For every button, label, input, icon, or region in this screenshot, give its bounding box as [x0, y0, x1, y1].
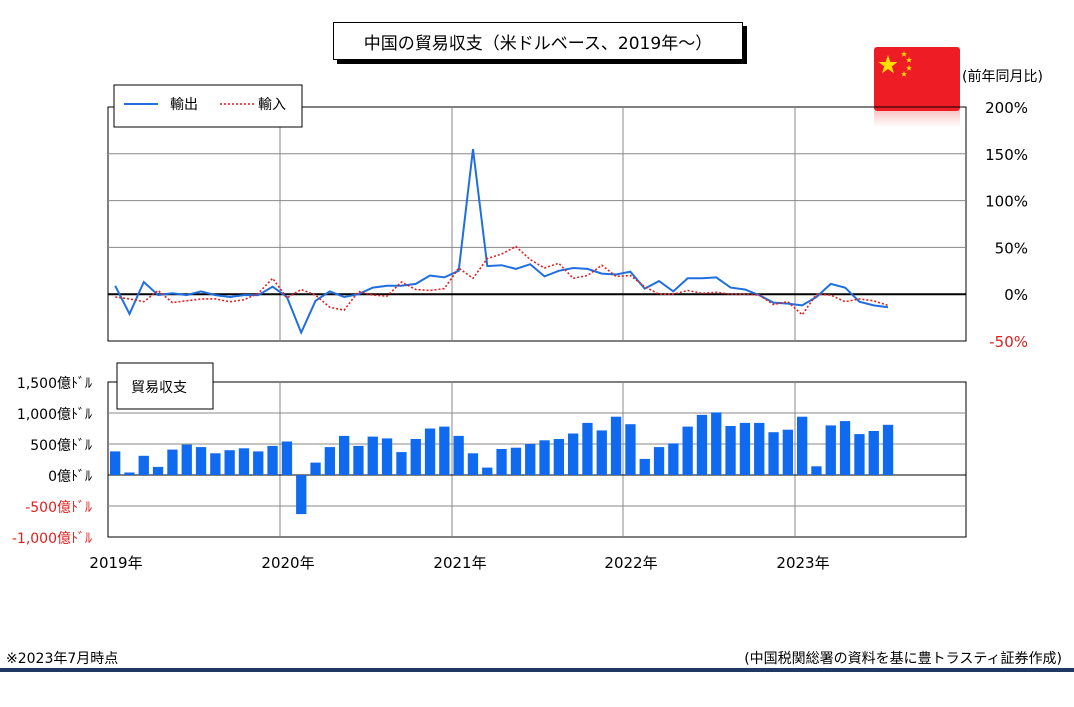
trade-balance-bar: [124, 472, 135, 475]
trade-balance-bar: [839, 421, 851, 475]
trade-balance-bar: [582, 422, 593, 475]
trade-balance-bar: [682, 426, 693, 475]
y-tick-label: -1,000億ﾄﾞﾙ: [12, 531, 92, 547]
trade-balance-bar: [711, 412, 722, 475]
trade-balance-bar: [253, 451, 264, 475]
legend-import-label: 輸入: [258, 97, 286, 113]
x-tick-label: 2021年: [433, 554, 486, 572]
legend-export-label: 輸出: [170, 97, 198, 113]
trade-balance-bar: [467, 453, 479, 475]
chart-title: 中国の貿易収支（米ドルベース、2019年～）: [333, 22, 743, 60]
trade-balance-bar: [739, 422, 751, 475]
line-chart-grid: [107, 106, 967, 342]
trade-balance-bar: [854, 434, 865, 475]
line-chart-y-ticks: 200% 150% 100% 50% 0% -50%: [985, 99, 1028, 351]
y-tick-label: 150%: [985, 146, 1028, 164]
trade-balance-bar: [782, 429, 793, 475]
export-line: [114, 148, 889, 336]
bar-chart-legend: 貿易収支: [116, 362, 214, 410]
y-tick-label: -50%: [989, 333, 1028, 351]
y-tick-label: 500億ﾄﾞﾙ: [30, 438, 92, 454]
trade-balance-bar: [496, 449, 507, 475]
trade-balance-bar: [668, 443, 679, 475]
x-tick-label: 2019年: [89, 554, 142, 572]
trade-balance-bar: [868, 431, 879, 475]
y-tick-label: 0%: [1004, 286, 1028, 304]
bar-chart-grid: [107, 381, 967, 538]
import-line: [115, 245, 889, 317]
x-tick-label: 2023年: [776, 554, 829, 572]
trade-balance-bar: [424, 428, 436, 475]
trade-balance-bar: [138, 455, 149, 475]
trade-balance-bar: [267, 445, 278, 475]
bar-chart-title: 貿易収支: [131, 380, 187, 396]
trade-balance-bar: [238, 448, 250, 475]
trade-balance-bar: [539, 440, 550, 475]
trade-balance-bar: [768, 432, 779, 475]
footer-divider: [0, 668, 1074, 672]
trade-balance-bar: [811, 466, 822, 475]
y-tick-label: 200%: [985, 99, 1028, 117]
trade-balance-bar: [596, 430, 607, 475]
trade-balance-bar: [754, 422, 765, 475]
trade-balance-bar: [482, 467, 493, 475]
china-flag-icon: [874, 47, 960, 111]
trade-balance-bar: [510, 447, 522, 475]
trade-balance-bar: [381, 438, 393, 475]
trade-balance-bar: [296, 475, 307, 515]
trade-balance-bar: [553, 439, 564, 475]
trade-balance-bar: [110, 451, 121, 475]
trade-balance-bar: [195, 447, 207, 475]
y-tick-label: -500億ﾄﾞﾙ: [25, 500, 92, 516]
trade-balance-bar: [339, 435, 350, 475]
trade-balance-bar: [167, 449, 178, 475]
x-tick-label: 2020年: [261, 554, 314, 572]
line-chart-series: [114, 148, 889, 336]
trade-balance-bar: [439, 426, 450, 475]
trade-balance-bar: [696, 414, 708, 475]
bar-chart-y-ticks: 1,500億ﾄﾞﾙ 1,000億ﾄﾞﾙ 500億ﾄﾞﾙ 0億ﾄﾞﾙ -500億ﾄﾞﾙ -1…: [12, 376, 92, 547]
trade-balance-bar: [882, 424, 894, 475]
x-axis-labels: 2019年 2020年 2021年 2022年 2023年: [89, 554, 829, 572]
footer-source: (中国税関総署の資料を基に豊トラスティ証券作成): [744, 651, 1062, 667]
trade-balance-bar: [152, 466, 164, 475]
trade-balance-bar: [210, 453, 221, 475]
trade-balance-bar: [353, 445, 364, 475]
trade-balance-bar: [410, 439, 421, 475]
trade-balance-bar: [797, 416, 808, 475]
trade-balance-bar: [525, 444, 536, 475]
line-chart-legend: 輸出 輸入: [113, 84, 303, 128]
trade-balance-bar: [625, 424, 636, 475]
trade-balance-bar: [281, 441, 293, 475]
footer-note: ※2023年7月時点: [6, 651, 119, 667]
trade-balance-bar: [224, 450, 235, 475]
trade-balance-bar: [610, 416, 622, 475]
y-tick-label: 100%: [985, 193, 1028, 211]
bar-chart-bars: [110, 412, 894, 515]
trade-balance-bar: [367, 436, 378, 475]
trade-balance-bar: [324, 447, 335, 475]
x-tick-label: 2022年: [604, 554, 657, 572]
unit-label: (前年同月比): [962, 69, 1043, 85]
y-tick-label: 1,000億ﾄﾞﾙ: [17, 407, 92, 423]
trade-balance-bar: [568, 433, 579, 475]
trade-balance-bar: [725, 426, 736, 475]
flag-reflection: [874, 111, 960, 127]
trade-balance-bar: [453, 435, 464, 475]
trade-balance-bar: [825, 425, 836, 475]
line-chart-frame: [107, 106, 967, 342]
y-tick-label: 50%: [995, 239, 1028, 257]
trade-balance-bar: [639, 458, 650, 475]
trade-balance-bar: [310, 462, 321, 475]
y-tick-label: 0億ﾄﾞﾙ: [48, 469, 92, 485]
bar-chart-frame: [107, 381, 967, 538]
trade-balance-bar: [396, 452, 407, 475]
chart-area: 200% 150% 100% 50% 0% -50% 輸出 輸入 1,500億ﾄﾞﾙ 1,0…: [12, 84, 1028, 572]
trade-balance-bar: [653, 447, 665, 475]
y-tick-label: 1,500億ﾄﾞﾙ: [17, 376, 92, 392]
trade-balance-bar: [181, 444, 192, 475]
